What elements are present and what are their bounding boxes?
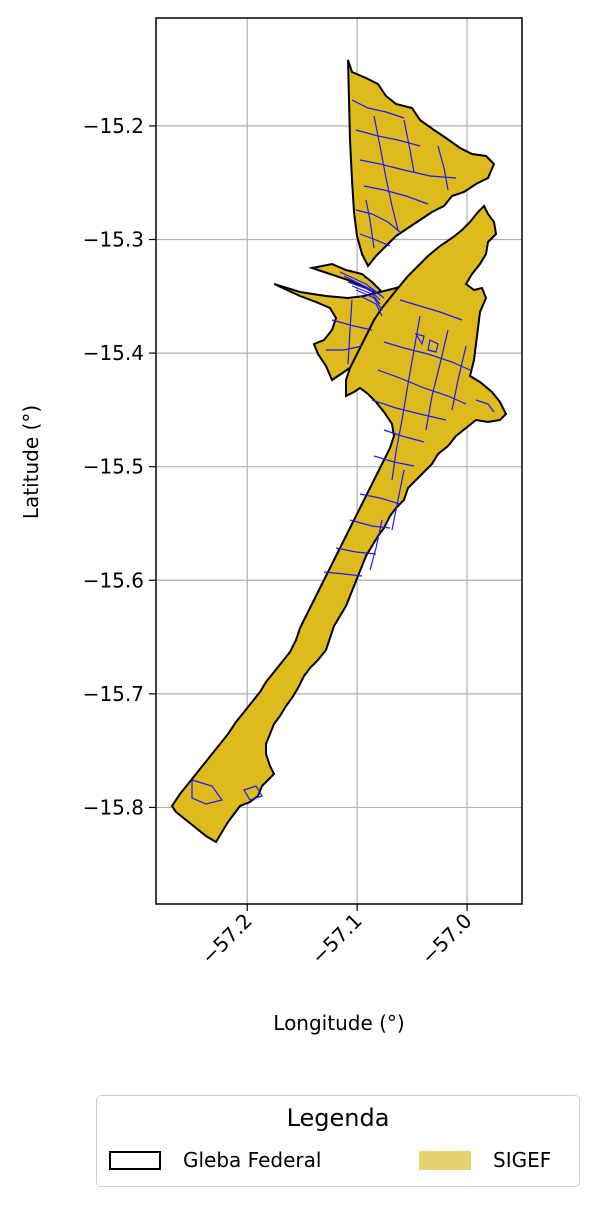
parcel-line xyxy=(347,281,381,301)
x-axis-title: Longitude (°) xyxy=(273,1011,404,1035)
legend-item-gleba-federal: Gleba Federal xyxy=(109,1148,321,1172)
y-tick-label: −15.7 xyxy=(83,682,144,706)
x-axis-ticks: −57.2 −57.1 −57.0 xyxy=(196,904,477,969)
parcel-line xyxy=(359,493,401,505)
x-tick-label: −57.0 xyxy=(416,909,476,969)
sigef-parcel-boundaries xyxy=(191,99,495,805)
parcel-line xyxy=(351,285,381,305)
y-axis-ticks: −15.2 −15.3 −15.4 −15.5 −15.6 −15.7 −15.8 xyxy=(83,114,156,819)
parcel-line xyxy=(347,299,353,365)
gleba-spike-polygon xyxy=(308,262,387,301)
gleba-main-polygon xyxy=(170,204,508,844)
legend-item-sigef: SIGEF xyxy=(419,1148,551,1172)
x-tick-label: −57.2 xyxy=(196,909,256,969)
parcel-line xyxy=(326,345,363,351)
y-tick-label: −15.2 xyxy=(83,114,144,138)
y-tick-label: −15.3 xyxy=(83,228,144,252)
parcel-line xyxy=(355,209,401,233)
parcel-line xyxy=(243,785,263,801)
parcel-line xyxy=(191,779,224,805)
parcel-line xyxy=(373,115,399,231)
parcel-line xyxy=(437,145,449,191)
parcel-line xyxy=(427,339,439,353)
parcel-line xyxy=(399,299,463,321)
parcel-line xyxy=(403,119,415,173)
parcel-line xyxy=(363,185,429,205)
parcel-line xyxy=(451,345,467,411)
parcel-line xyxy=(425,329,449,431)
parcel-line xyxy=(383,341,471,371)
parcel-line xyxy=(351,99,405,119)
parcel-line xyxy=(383,429,425,443)
y-axis-title: Latitude (°) xyxy=(19,405,43,519)
parcel-line xyxy=(323,571,363,577)
y-tick-label: −15.5 xyxy=(83,455,144,479)
parcel-line xyxy=(414,333,425,346)
legend-title: Legenda xyxy=(286,1104,390,1132)
parcel-line xyxy=(369,519,383,571)
parcel-line xyxy=(475,399,495,413)
parcel-line xyxy=(343,275,383,297)
parcel-line xyxy=(365,199,375,249)
legend-swatch-fill xyxy=(419,1150,471,1170)
parcel-line xyxy=(335,547,377,555)
y-tick-label: −15.8 xyxy=(83,795,144,819)
parcel-line xyxy=(359,159,457,179)
legend-swatch-outline xyxy=(109,1150,161,1170)
parcel-line xyxy=(371,399,447,421)
axes-frame xyxy=(155,17,523,905)
parcel-line xyxy=(349,519,391,529)
parcel-line xyxy=(331,319,373,331)
y-tick-label: −15.4 xyxy=(83,341,144,365)
parcel-line xyxy=(359,233,391,247)
legend-label: SIGEF xyxy=(493,1148,552,1172)
parcel-line xyxy=(355,289,383,311)
parcel-line xyxy=(391,315,421,481)
x-tick-label: −57.1 xyxy=(306,909,366,969)
parcel-line xyxy=(359,295,383,317)
map-legend: Legenda Gleba Federal SIGEF xyxy=(96,1095,580,1187)
gleba-federal-area xyxy=(170,59,508,844)
parcel-line xyxy=(391,469,405,531)
legend-label: Gleba Federal xyxy=(183,1148,322,1172)
y-tick-label: −15.6 xyxy=(83,568,144,592)
